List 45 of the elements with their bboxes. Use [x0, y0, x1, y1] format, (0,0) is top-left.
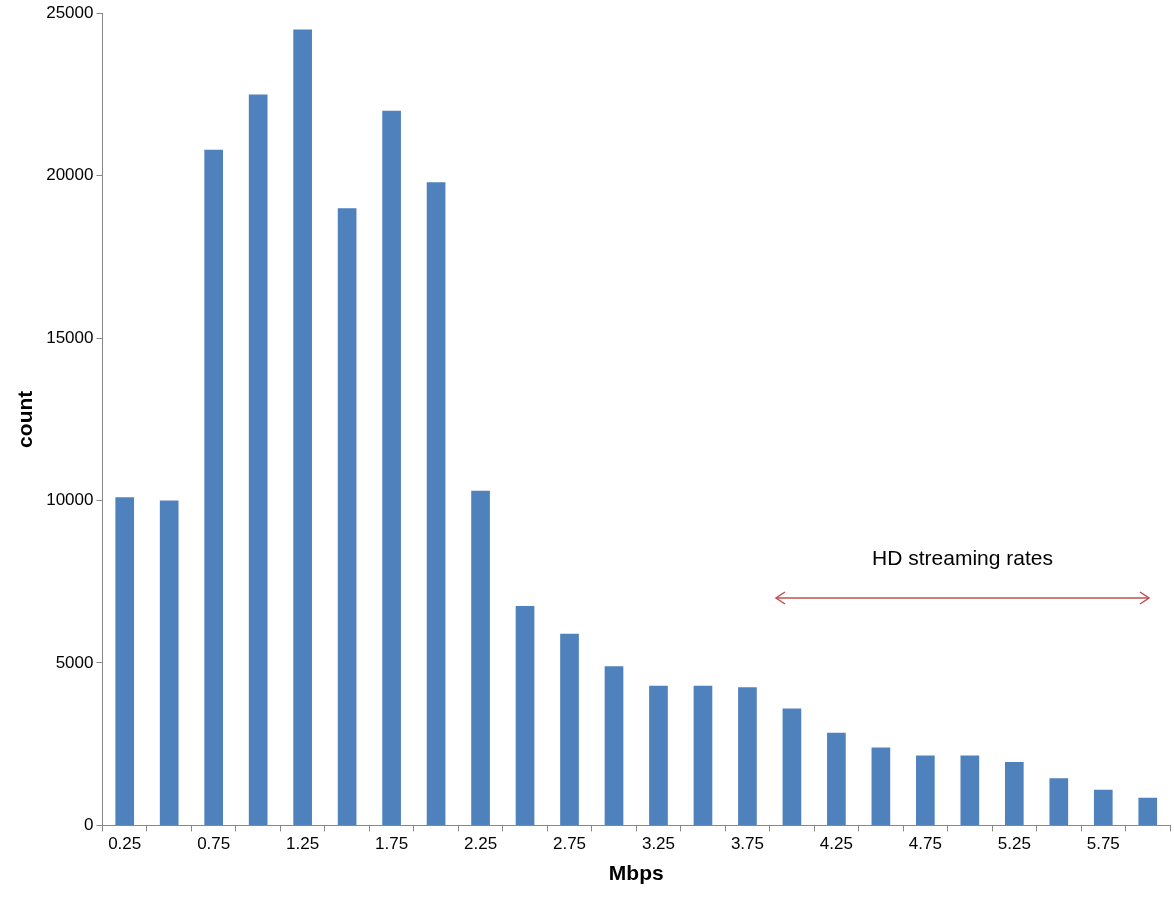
bar [159, 500, 179, 825]
bar [293, 29, 312, 825]
bar [515, 606, 535, 825]
y-tick-label: 0 [84, 815, 94, 835]
x-tick-label: 2.75 [552, 834, 587, 854]
bar [115, 497, 135, 825]
x-tick-label: 5.25 [997, 834, 1031, 854]
bar [693, 685, 713, 825]
bar [560, 633, 579, 825]
y-tick-label: 5000 [55, 652, 94, 672]
bar [337, 208, 357, 825]
x-tick-label: 3.25 [641, 834, 676, 854]
annotation: HD streaming rates [872, 546, 1053, 570]
y-tick-label: 25000 [46, 2, 94, 22]
bar [204, 149, 224, 825]
bar [1049, 778, 1069, 825]
bar [916, 755, 935, 825]
x-tick-label: 0.25 [108, 834, 142, 854]
bar [248, 94, 268, 825]
bar [827, 732, 846, 825]
x-tick-label: 4.25 [819, 834, 853, 854]
x-tick-label: 1.25 [286, 834, 320, 854]
y-tick-label: 20000 [46, 165, 94, 185]
bar [1004, 762, 1024, 825]
bar [426, 182, 446, 825]
y-axis-title: count [13, 390, 37, 448]
x-tick-label: 5.75 [1086, 834, 1120, 854]
x-axis-title: Mbps [608, 861, 664, 885]
bar [782, 708, 802, 825]
x-tick-label: 4.75 [908, 834, 942, 854]
bar [604, 666, 624, 825]
bar [471, 490, 490, 825]
x-tick-label: 2.25 [464, 834, 498, 854]
bar [738, 687, 757, 825]
x-tick-label: 1.75 [375, 834, 409, 854]
y-tick-label: 10000 [46, 490, 94, 510]
bar [871, 747, 891, 825]
x-tick-label: 0.75 [197, 834, 231, 854]
bar [649, 685, 668, 825]
x-tick-label: 3.75 [730, 834, 764, 854]
y-tick-label: 15000 [46, 327, 94, 347]
bar [382, 110, 401, 825]
bar [1138, 797, 1158, 825]
bar [960, 755, 980, 825]
bar [1093, 789, 1113, 825]
